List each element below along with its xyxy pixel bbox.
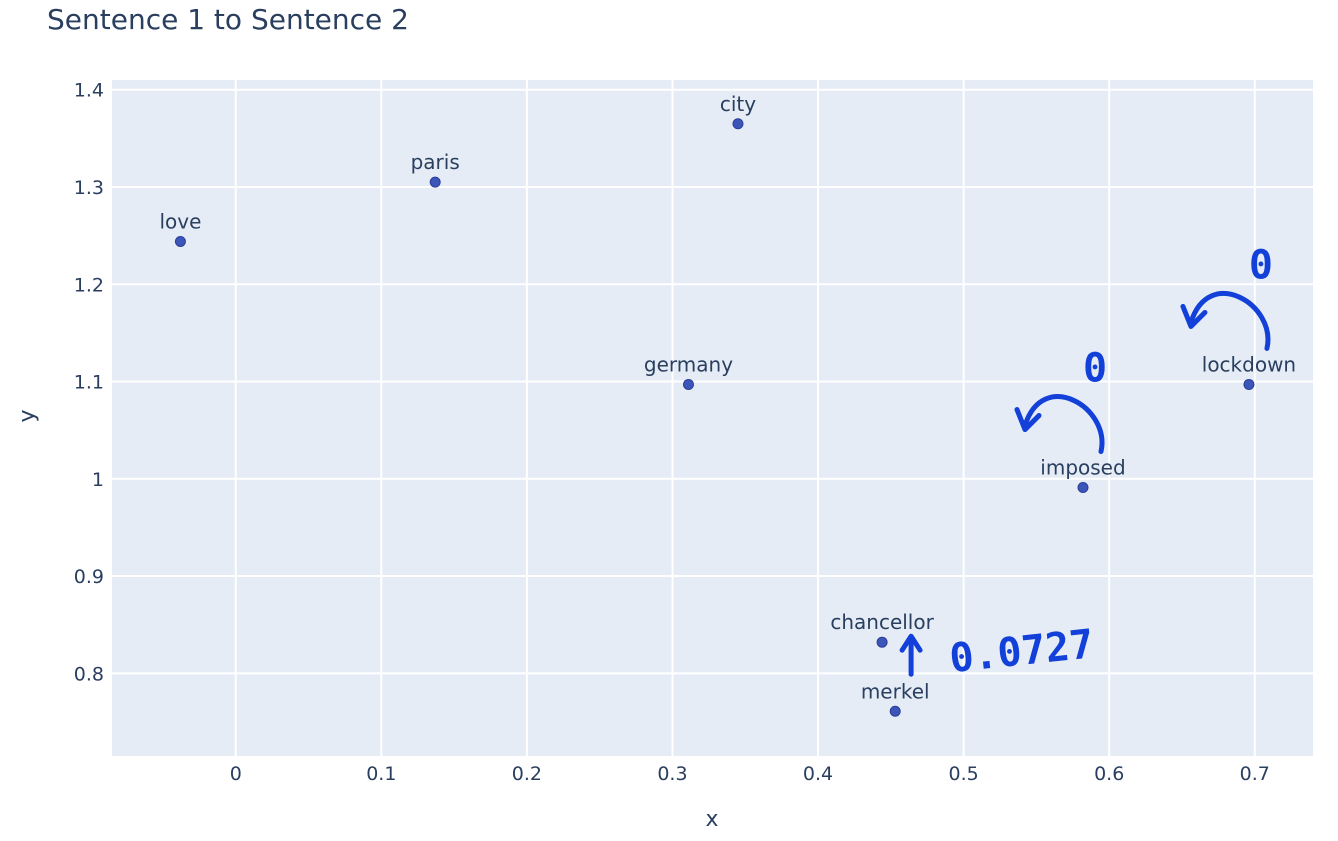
data-point-love	[174, 235, 186, 247]
x-tick-label: 0.7	[1240, 763, 1270, 785]
data-point-chancellor	[876, 636, 888, 648]
y-tick-label: 1.4	[74, 80, 104, 102]
x-tick-label: 0	[230, 763, 242, 785]
annotation-text: 0	[1249, 242, 1273, 288]
annotation-lockdown: 0	[1180, 242, 1273, 351]
data-label-imposed: imposed	[1040, 456, 1125, 480]
y-tick-labels: 0.8 0.9 1 1.1 1.2 1.3 1.4	[74, 80, 104, 686]
x-tick-label: 0.5	[949, 763, 979, 785]
data-point-city	[732, 118, 744, 130]
annotation-text: 0	[1083, 346, 1107, 392]
data-label-chancellor: chancellor	[830, 610, 934, 634]
x-tick-label: 0.4	[803, 763, 833, 785]
y-tick-label: 0.9	[74, 566, 104, 588]
annotation-imposed: 0	[1014, 346, 1107, 455]
data-label-love: love	[159, 209, 201, 233]
data-point-lockdown	[1243, 378, 1255, 390]
x-tick-label: 0.6	[1094, 763, 1124, 785]
annotation-arrow-curve	[1022, 394, 1105, 455]
data-point-germany	[682, 378, 694, 390]
y-tick-label: 1	[92, 469, 104, 491]
chart-title: Sentence 1 to Sentence 2	[47, 3, 409, 36]
annotation-arrow-curve	[1188, 291, 1271, 351]
annotation-arrow-head	[1180, 303, 1208, 329]
annotation-arrow-head	[1014, 407, 1042, 433]
data-label-city: city	[720, 92, 756, 116]
y-axis-title: y	[15, 409, 40, 422]
data-point-merkel	[889, 705, 901, 717]
grid-lines	[112, 80, 1313, 756]
y-tick-label: 0.8	[74, 663, 104, 685]
data-point-paris	[429, 176, 441, 188]
y-tick-label: 1.2	[74, 274, 104, 296]
plot-area	[112, 80, 1313, 756]
x-tick-label: 0.2	[512, 763, 542, 785]
y-tick-label: 1.3	[74, 177, 104, 199]
data-label-germany: germany	[644, 352, 733, 376]
data-label-merkel: merkel	[861, 679, 930, 703]
x-tick-labels: 0 0.1 0.2 0.3 0.4 0.5 0.6 0.7	[230, 763, 1270, 785]
data-points: love paris city germany lockdown imposed chanc…	[159, 92, 1296, 717]
y-tick-label: 1.1	[74, 372, 104, 394]
data-label-lockdown: lockdown	[1202, 352, 1296, 376]
data-label-paris: paris	[411, 150, 460, 174]
data-point-imposed	[1077, 482, 1089, 494]
annotation-arrow-head	[899, 633, 923, 653]
x-axis-title: x	[705, 807, 718, 832]
x-tick-label: 0.1	[366, 763, 396, 785]
x-tick-label: 0.3	[657, 763, 687, 785]
